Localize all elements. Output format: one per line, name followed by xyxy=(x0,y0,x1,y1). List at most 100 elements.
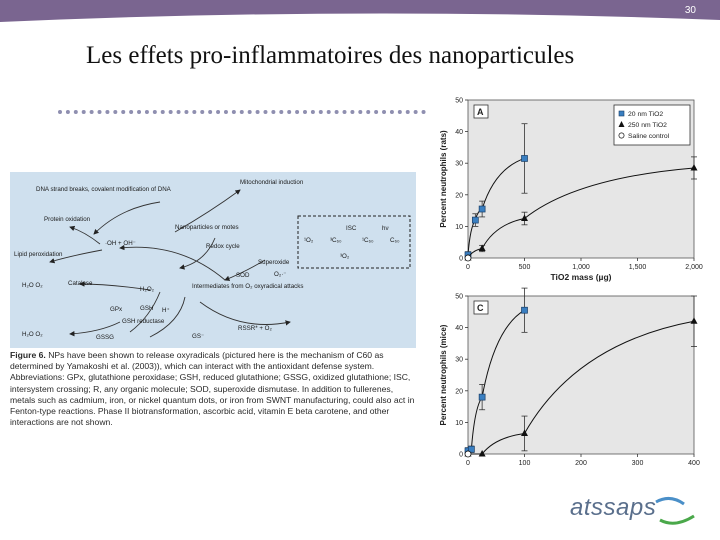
series-line xyxy=(468,320,695,455)
slide-number: 30 xyxy=(684,5,696,16)
curve-gsh xyxy=(149,296,186,338)
data-point-triangle xyxy=(478,244,486,252)
series-square xyxy=(464,123,528,259)
label-rssr: RSSR* + O₂ xyxy=(238,325,272,332)
label-hplus: H⁺ xyxy=(162,307,170,314)
logo-text: atssaps xyxy=(570,494,657,521)
x-tick-label: 1,500 xyxy=(629,264,647,271)
arrow-mito xyxy=(174,189,241,233)
legend-label: 20 nm TiO2 xyxy=(628,111,663,118)
x-tick-label: 0 xyxy=(466,264,470,271)
plot-area xyxy=(467,295,695,455)
label-gpx: GPx xyxy=(110,306,123,313)
x-tick-label: 0 xyxy=(466,460,470,467)
data-point-square xyxy=(521,155,528,162)
series-line xyxy=(467,157,525,255)
arrow-h2o2 xyxy=(119,244,226,281)
y-axis-label: Percent neutrophils (rats) xyxy=(439,130,448,228)
arrow-gssg xyxy=(69,321,121,337)
y-tick-label: 30 xyxy=(455,357,463,364)
label-sod: SOD xyxy=(236,272,250,279)
y-tick-label: 40 xyxy=(455,325,463,332)
arrow-redox xyxy=(179,237,216,270)
label-catalase: Catalase xyxy=(68,280,93,287)
c60-inset-box xyxy=(297,215,411,269)
y-tick-label: 50 xyxy=(455,294,463,301)
arrow-superoxide xyxy=(224,259,266,281)
label-h2o-o2-b: H₂O O₂ xyxy=(22,331,43,338)
label-o2-3: ³O₂ xyxy=(340,253,350,260)
data-point-triangle xyxy=(521,429,528,436)
y-tick-label: 0 xyxy=(459,256,463,263)
slide-title: Les effets pro-inflammatoires des nanopa… xyxy=(86,42,575,69)
figure-caption: Figure 6. NPs have been shown to release… xyxy=(10,350,420,428)
label-h2o2: H₂O₂ xyxy=(140,286,155,293)
panel-letter-box xyxy=(473,104,489,119)
label-mito: Mitochondrial induction xyxy=(240,179,304,186)
legend-marker-circle xyxy=(618,132,625,139)
label-hv: hν xyxy=(382,225,389,232)
data-point-square xyxy=(478,393,486,401)
panel-letter: A xyxy=(477,107,484,117)
data-point-triangle xyxy=(521,214,528,221)
label-lipid: Lipid peroxidation xyxy=(14,251,63,258)
data-point-square xyxy=(521,306,528,314)
label-dna: DNA strand breaks, covalent modification… xyxy=(36,186,172,193)
arrow-dna xyxy=(93,201,161,235)
data-point-triangle xyxy=(690,317,698,324)
caption-text: NPs have been shown to release oxyradica… xyxy=(10,350,415,428)
mechanism-diagram: DNA strand breaks, covalent modification… xyxy=(10,172,416,348)
y-tick-label: 30 xyxy=(455,161,463,168)
caption-lead: Figure 6. xyxy=(10,350,46,360)
label-protein: Protein oxidation xyxy=(44,216,91,223)
label-oh: ·OH + OH⁻ xyxy=(105,240,136,247)
x-tick-label: 1,000 xyxy=(572,264,590,271)
data-point-triangle xyxy=(690,163,698,171)
label-h2o-o2: H₂O O₂ xyxy=(22,282,43,289)
curve-gpx xyxy=(129,291,161,333)
legend-box xyxy=(613,104,691,146)
atssaps-logo: atssaps xyxy=(570,490,700,530)
logo-swoosh-icon xyxy=(655,497,695,525)
label-redox: Redox cycle xyxy=(206,243,240,250)
label-gssg: GSSG xyxy=(96,334,114,341)
legend-marker-square xyxy=(618,110,625,117)
legend-marker-triangle xyxy=(618,121,625,127)
y-axis-label: Percent neutrophils (mice) xyxy=(439,324,448,425)
x-axis-label: TiO2 mass (µg) xyxy=(551,272,612,282)
label-superoxide: Superoxide xyxy=(258,259,290,266)
y-tick-label: 40 xyxy=(455,129,463,136)
label-intermediates: Intermediates from O₂ oxyradical attacks xyxy=(192,283,303,290)
label-gsh-reductase: GSH reductase xyxy=(122,318,165,325)
label-c60-1: ¹C₆₀ xyxy=(362,237,374,244)
panel-letter-box xyxy=(473,300,489,315)
label-o2rad: O₂·⁻ xyxy=(274,271,287,278)
mechanism-diagram-svg: DNA strand breaks, covalent modification… xyxy=(14,179,411,341)
chart-panel-c: C010203040500100200300400TiO2 mass (µg)P… xyxy=(439,287,700,478)
chart-legend: 20 nm TiO2 250 nm TiO2 Saline control xyxy=(613,104,691,146)
series-line xyxy=(467,167,695,259)
data-point-square xyxy=(468,445,475,453)
x-tick-label: 2,000 xyxy=(685,264,703,271)
title-divider xyxy=(58,110,426,114)
label-o2-1: ¹O₂ xyxy=(304,237,314,244)
data-point-triangle xyxy=(478,450,486,457)
y-tick-label: 0 xyxy=(459,452,463,459)
x-tick-label: 300 xyxy=(632,460,644,467)
label-gs: GS⁻ xyxy=(192,333,204,340)
arrow-lipid xyxy=(49,249,103,264)
data-point-square xyxy=(478,205,486,213)
y-tick-label: 10 xyxy=(455,420,463,427)
label-nps: Nanoparticles or motes xyxy=(175,224,239,231)
label-c60-3: ³C₆₀ xyxy=(330,237,342,244)
label-isc: ISC xyxy=(346,225,357,232)
arrow-rssr xyxy=(199,301,291,326)
top-banner xyxy=(0,0,720,22)
data-point-circle xyxy=(464,450,472,458)
x-tick-label: 200 xyxy=(575,460,587,467)
data-point-square xyxy=(471,216,479,224)
y-tick-label: 20 xyxy=(455,192,463,199)
series-circle xyxy=(464,450,472,458)
